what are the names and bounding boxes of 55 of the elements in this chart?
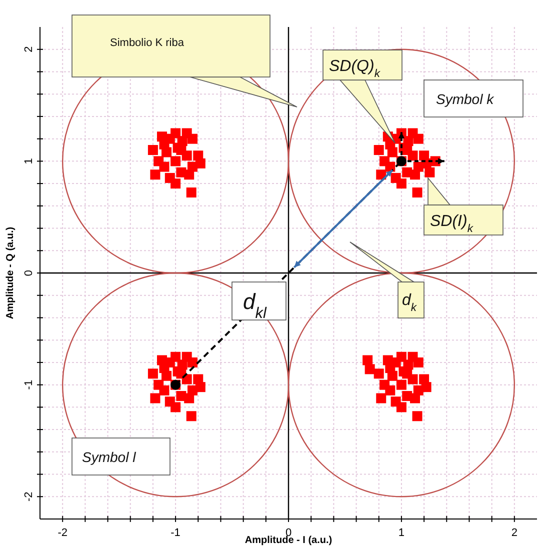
point <box>374 145 384 155</box>
point <box>162 370 172 381</box>
x-tick-label: 1 <box>398 527 405 539</box>
y-tick-label: 0 <box>23 270 35 276</box>
point <box>170 128 181 138</box>
point <box>387 147 398 158</box>
y-axis-title: Amplitude - Q (a.u.) <box>5 226 16 320</box>
point <box>162 147 172 158</box>
point <box>150 170 160 180</box>
point <box>150 393 160 404</box>
point <box>170 178 181 189</box>
point <box>364 364 375 374</box>
point <box>413 357 424 368</box>
annotation: Simbolio K riba <box>110 37 185 49</box>
point <box>186 411 196 422</box>
point <box>413 134 424 144</box>
point <box>408 150 418 161</box>
point <box>396 402 406 412</box>
point <box>408 374 418 384</box>
x-tick-label: -1 <box>170 527 180 539</box>
annotation: Symbol l <box>82 449 137 465</box>
point <box>376 170 386 180</box>
x-tick-label: -2 <box>58 527 68 539</box>
x-tick-label: 2 <box>511 527 518 539</box>
annotation: d$_{kl}$ <box>243 289 267 322</box>
point <box>412 187 422 198</box>
point <box>159 162 170 172</box>
annotation: SD(I)$_{k}$ <box>430 213 474 235</box>
point <box>385 162 396 172</box>
point <box>186 187 196 198</box>
point <box>170 352 181 362</box>
y-tick-label: 1 <box>23 158 35 164</box>
point <box>182 150 192 161</box>
point <box>376 393 386 404</box>
point <box>424 167 435 178</box>
y-tick-label: -1 <box>23 380 35 390</box>
point <box>187 357 198 368</box>
point <box>170 402 181 412</box>
point <box>396 352 406 362</box>
point <box>187 134 198 144</box>
point <box>148 145 158 155</box>
y-tick-label: -2 <box>23 492 35 502</box>
point <box>148 368 158 379</box>
y-tick-label: 2 <box>23 46 35 52</box>
point <box>159 385 170 396</box>
x-axis-title: Amplitude - I (a.u.) <box>244 535 332 546</box>
annotation: Symbol k <box>436 91 495 107</box>
point <box>374 368 384 379</box>
point <box>387 370 398 381</box>
point <box>362 355 373 366</box>
annotation: d$_{k}$ <box>402 292 418 314</box>
point <box>385 385 396 396</box>
point <box>396 178 406 189</box>
point <box>412 411 422 422</box>
annotation: SD(Q)$_{k}$ <box>329 58 382 80</box>
